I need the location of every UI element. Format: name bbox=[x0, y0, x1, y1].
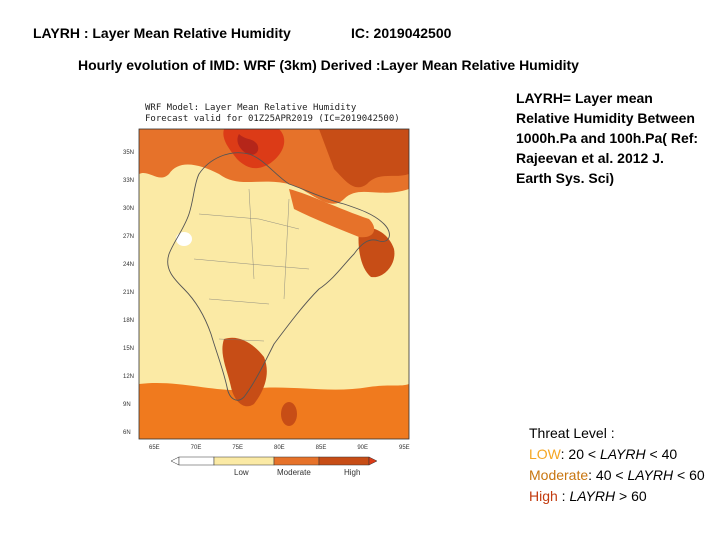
latitude-label: 12N bbox=[123, 374, 134, 380]
legend-bar: Low Moderate High bbox=[170, 456, 378, 477]
latitude-label: 9N bbox=[123, 402, 131, 408]
high-humidity-sri-lanka bbox=[281, 402, 297, 426]
threat-heading: Threat Level : bbox=[529, 425, 615, 441]
longitude-label: 80E bbox=[274, 445, 285, 451]
map-title-line1: WRF Model: Layer Mean Relative Humidity bbox=[145, 103, 357, 113]
india-outline bbox=[167, 152, 390, 401]
legend-label-high: High bbox=[344, 468, 360, 477]
latitude-label: 24N bbox=[123, 262, 134, 268]
threat-moderate-var: LAYRH bbox=[627, 467, 674, 483]
latitude-label: 30N bbox=[123, 206, 134, 212]
threat-high-tail: > 60 bbox=[615, 488, 647, 504]
longitude-label: 85E bbox=[316, 445, 327, 451]
forecast-map: 35N 33N 30N 27N 24N 21N 18N 15N 12N 9N 6N 65E 70E 75… bbox=[123, 128, 410, 477]
threat-moderate-text: : 40 < bbox=[588, 467, 628, 483]
longitude-label: 75E bbox=[232, 445, 243, 451]
threat-high-var: LAYRH bbox=[569, 488, 616, 504]
page-title: LAYRH : Layer Mean Relative Humidity bbox=[33, 25, 291, 41]
latitude-labels: 35N 33N 30N 27N 24N 21N 18N 15N 12N 9N 6N bbox=[123, 150, 134, 436]
legend-swatch-low bbox=[213, 456, 275, 466]
threat-level-block: Threat Level : LOW: 20 < LAYRH < 40 Mode… bbox=[529, 423, 719, 507]
layrh-description: LAYRH= Layer mean Relative Humidity Betw… bbox=[516, 90, 699, 186]
threat-high-word: High bbox=[529, 488, 558, 504]
high-humidity-northeast bbox=[319, 129, 409, 188]
map-frame bbox=[138, 128, 410, 440]
threat-high-row: High : LAYRH > 60 bbox=[529, 486, 719, 507]
threat-moderate-word: Moderate bbox=[529, 467, 589, 483]
threat-low-text: : 20 < bbox=[560, 446, 600, 462]
legend-swatch-high bbox=[318, 456, 370, 466]
longitude-label: 65E bbox=[149, 445, 160, 451]
latitude-label: 27N bbox=[123, 234, 134, 240]
initial-condition: IC: 2019042500 bbox=[351, 25, 452, 41]
map-title-line2: Forecast valid for 01Z25APR2019 (IC=2019… bbox=[145, 114, 400, 124]
dry-patch bbox=[176, 232, 192, 246]
latitude-label: 21N bbox=[123, 290, 134, 296]
threat-low-var: LAYRH bbox=[599, 446, 646, 462]
threat-moderate-tail: < 60 bbox=[673, 467, 705, 483]
moderate-humidity-gangetic bbox=[289, 189, 375, 238]
longitude-label: 95E bbox=[399, 445, 410, 451]
longitude-labels: 65E 70E 75E 80E 85E 90E 95E bbox=[149, 445, 410, 451]
state-boundaries bbox=[193, 188, 310, 342]
latitude-label: 18N bbox=[123, 318, 134, 324]
high-humidity-northeast-india bbox=[358, 227, 395, 278]
peak-humidity-kashmir bbox=[237, 134, 259, 155]
threat-low-word: LOW bbox=[529, 446, 561, 462]
map-area bbox=[138, 128, 410, 440]
high-humidity-south-sea bbox=[139, 382, 409, 439]
longitude-label: 90E bbox=[357, 445, 368, 451]
longitude-label: 70E bbox=[191, 445, 202, 451]
legend-left-arrow bbox=[170, 456, 180, 466]
map-title: WRF Model: Layer Mean Relative Humidity … bbox=[145, 103, 415, 125]
threat-high-text: : bbox=[557, 488, 570, 504]
high-humidity-south-peninsula bbox=[222, 337, 267, 407]
threat-low-tail: < 40 bbox=[645, 446, 678, 462]
legend-label-low: Low bbox=[234, 468, 249, 477]
legend-swatch-moderate bbox=[273, 456, 320, 466]
threat-moderate-row: Moderate: 40 < LAYRH < 60 bbox=[529, 465, 719, 486]
legend-right-arrow bbox=[368, 456, 378, 466]
latitude-label: 35N bbox=[123, 150, 134, 156]
legend-swatch-none bbox=[178, 456, 215, 466]
forecast-map-panel: WRF Model: Layer Mean Relative Humidity … bbox=[119, 99, 419, 479]
threat-low-row: LOW: 20 < LAYRH < 40 bbox=[529, 444, 719, 465]
latitude-label: 33N bbox=[123, 178, 134, 184]
latitude-label: 15N bbox=[123, 346, 134, 352]
subtitle: Hourly evolution of IMD: WRF (3km) Deriv… bbox=[78, 57, 579, 73]
legend-label-moderate: Moderate bbox=[277, 468, 311, 477]
latitude-label: 6N bbox=[123, 430, 131, 436]
